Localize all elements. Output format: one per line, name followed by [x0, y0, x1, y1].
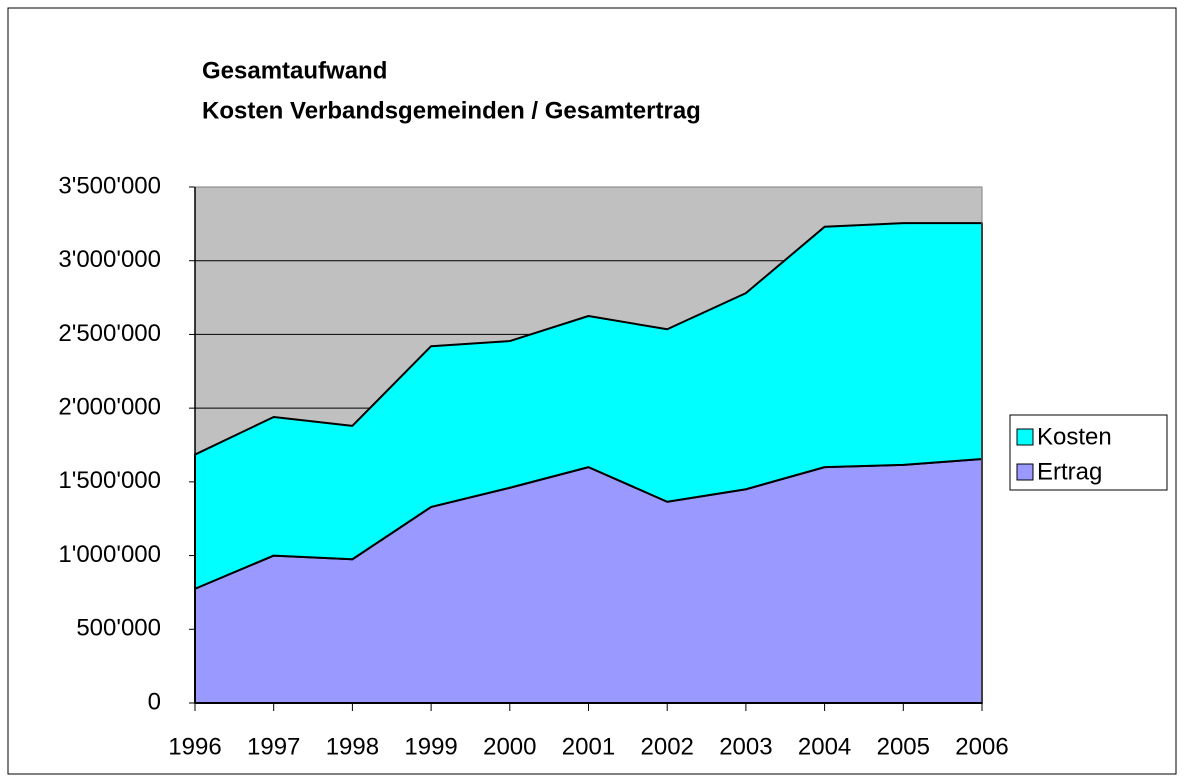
- y-tick-label: 2'000'000: [58, 393, 161, 420]
- legend-label: Ertrag: [1037, 458, 1102, 485]
- y-tick-label: 1'500'000: [58, 467, 161, 494]
- y-tick-label: 1'000'000: [58, 541, 161, 568]
- x-tick-label: 2004: [798, 733, 851, 760]
- y-tick-label: 500'000: [76, 615, 161, 642]
- y-tick-label: 3'500'000: [58, 172, 161, 199]
- y-tick-label: 0: [148, 688, 161, 715]
- legend: [1009, 414, 1168, 491]
- x-tick-label: 1999: [404, 733, 457, 760]
- x-tick-label: 2006: [955, 733, 1008, 760]
- x-tick-label: 1996: [168, 733, 221, 760]
- x-tick-label: 2001: [562, 733, 615, 760]
- x-tick-label: 1997: [247, 733, 300, 760]
- chart-title: Gesamtaufwand: [202, 57, 387, 84]
- legend-swatch: [1016, 463, 1034, 481]
- x-tick-label: 1998: [326, 733, 379, 760]
- x-tick-label: 2002: [641, 733, 694, 760]
- legend-swatch: [1016, 428, 1034, 446]
- chart-title: Kosten Verbandsgemeinden / Gesamtertrag: [202, 97, 701, 124]
- x-tick-label: 2005: [877, 733, 930, 760]
- x-tick-label: 2000: [483, 733, 536, 760]
- y-tick-label: 2'500'000: [58, 320, 161, 347]
- x-tick-label: 2003: [719, 733, 772, 760]
- y-tick-label: 3'000'000: [58, 246, 161, 273]
- legend-label: Kosten: [1037, 423, 1112, 450]
